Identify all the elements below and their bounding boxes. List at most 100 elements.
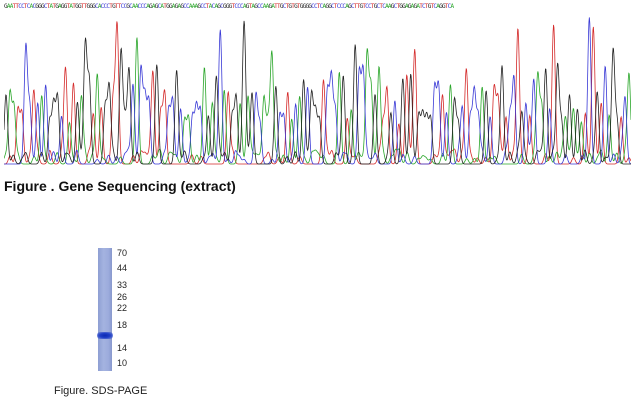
- base-C: C: [103, 3, 108, 10]
- base-A: A: [97, 3, 102, 10]
- base-T: T: [353, 3, 358, 10]
- base-C: C: [447, 3, 452, 10]
- base-G: G: [413, 3, 418, 10]
- base-A: A: [271, 3, 275, 10]
- base-A: A: [208, 3, 213, 10]
- base-T: T: [109, 3, 113, 10]
- base-T: T: [296, 3, 301, 10]
- base-C: C: [21, 3, 25, 10]
- base-C: C: [339, 3, 344, 10]
- base-G: G: [402, 3, 406, 10]
- base-A: A: [416, 3, 420, 10]
- base-T: T: [12, 3, 17, 10]
- base-G: G: [427, 3, 432, 10]
- base-T: T: [231, 3, 236, 10]
- base-G: G: [325, 3, 329, 10]
- base-T: T: [72, 3, 76, 10]
- sequencing-chromatogram: GAATTCCTCACGGGCTATGAGGTATGGTTGGGCACCCTGT…: [4, 2, 631, 170]
- base-A: A: [58, 3, 62, 10]
- chromatogram-traces: [4, 17, 631, 165]
- base-C: C: [376, 3, 381, 10]
- ladder-marker-22: 22: [117, 303, 128, 313]
- base-C: C: [350, 3, 355, 10]
- base-A: A: [265, 3, 270, 10]
- base-T: T: [23, 3, 28, 10]
- base-C: C: [129, 3, 133, 10]
- base-G: G: [197, 3, 201, 10]
- base-G: G: [328, 3, 332, 10]
- base-G: G: [439, 3, 443, 10]
- base-C: C: [157, 3, 162, 10]
- base-G: G: [55, 3, 59, 10]
- base-T: T: [285, 3, 290, 10]
- base-G: G: [245, 3, 250, 10]
- base-T: T: [83, 3, 88, 10]
- base-T: T: [205, 3, 210, 10]
- base-G: G: [63, 3, 68, 10]
- base-A: A: [9, 3, 14, 10]
- base-A: A: [134, 3, 139, 10]
- base-C: C: [368, 3, 372, 10]
- base-C: C: [183, 3, 187, 10]
- base-C: C: [240, 3, 244, 10]
- base-G: G: [373, 3, 378, 10]
- base-A: A: [450, 3, 454, 10]
- base-A: A: [6, 3, 11, 10]
- protein-band: [97, 331, 113, 339]
- base-A: A: [385, 3, 389, 10]
- ladder-marker-18: 18: [117, 320, 128, 330]
- base-T: T: [396, 3, 400, 10]
- base-A: A: [160, 3, 164, 10]
- base-G: G: [390, 3, 395, 10]
- base-C: C: [311, 3, 315, 10]
- base-G: G: [4, 3, 8, 10]
- base-T: T: [379, 3, 383, 10]
- base-T: T: [46, 3, 51, 10]
- base-G: G: [38, 3, 42, 10]
- base-C: C: [120, 3, 125, 10]
- base-T: T: [333, 3, 338, 10]
- base-C: C: [257, 3, 261, 10]
- base-G: G: [174, 3, 179, 10]
- base-G: G: [441, 3, 446, 10]
- base-C: C: [433, 3, 437, 10]
- base-T: T: [163, 3, 167, 10]
- base-G: G: [77, 3, 82, 10]
- base-G: G: [217, 3, 221, 10]
- base-G: G: [86, 3, 90, 10]
- base-G: G: [228, 3, 233, 10]
- base-A: A: [194, 3, 199, 10]
- base-C: C: [203, 3, 207, 10]
- base-C: C: [200, 3, 204, 10]
- trace-C: [4, 17, 631, 165]
- base-A: A: [69, 3, 73, 10]
- base-T: T: [15, 3, 19, 10]
- base-T: T: [424, 3, 429, 10]
- base-G: G: [126, 3, 130, 10]
- base-C: C: [220, 3, 224, 10]
- base-T: T: [274, 3, 278, 10]
- base-T: T: [419, 3, 423, 10]
- base-G: G: [166, 3, 170, 10]
- base-G: G: [75, 3, 79, 10]
- base-C: C: [211, 3, 216, 10]
- base-G: G: [288, 3, 292, 10]
- ladder-marker-70: 70: [117, 248, 128, 258]
- base-A: A: [387, 3, 392, 10]
- base-T: T: [430, 3, 435, 10]
- base-G: G: [294, 3, 298, 10]
- base-G: G: [89, 3, 93, 10]
- base-G: G: [60, 3, 65, 10]
- base-C: C: [319, 3, 324, 10]
- base-C: C: [313, 3, 318, 10]
- base-T: T: [316, 3, 321, 10]
- base-C: C: [382, 3, 386, 10]
- ladder-marker-10: 10: [117, 358, 128, 368]
- base-C: C: [143, 3, 147, 10]
- base-T: T: [291, 3, 295, 10]
- base-C: C: [342, 3, 346, 10]
- base-A: A: [29, 3, 34, 10]
- ladder-marker-14: 14: [117, 343, 128, 353]
- base-A: A: [262, 3, 267, 10]
- base-T: T: [248, 3, 253, 10]
